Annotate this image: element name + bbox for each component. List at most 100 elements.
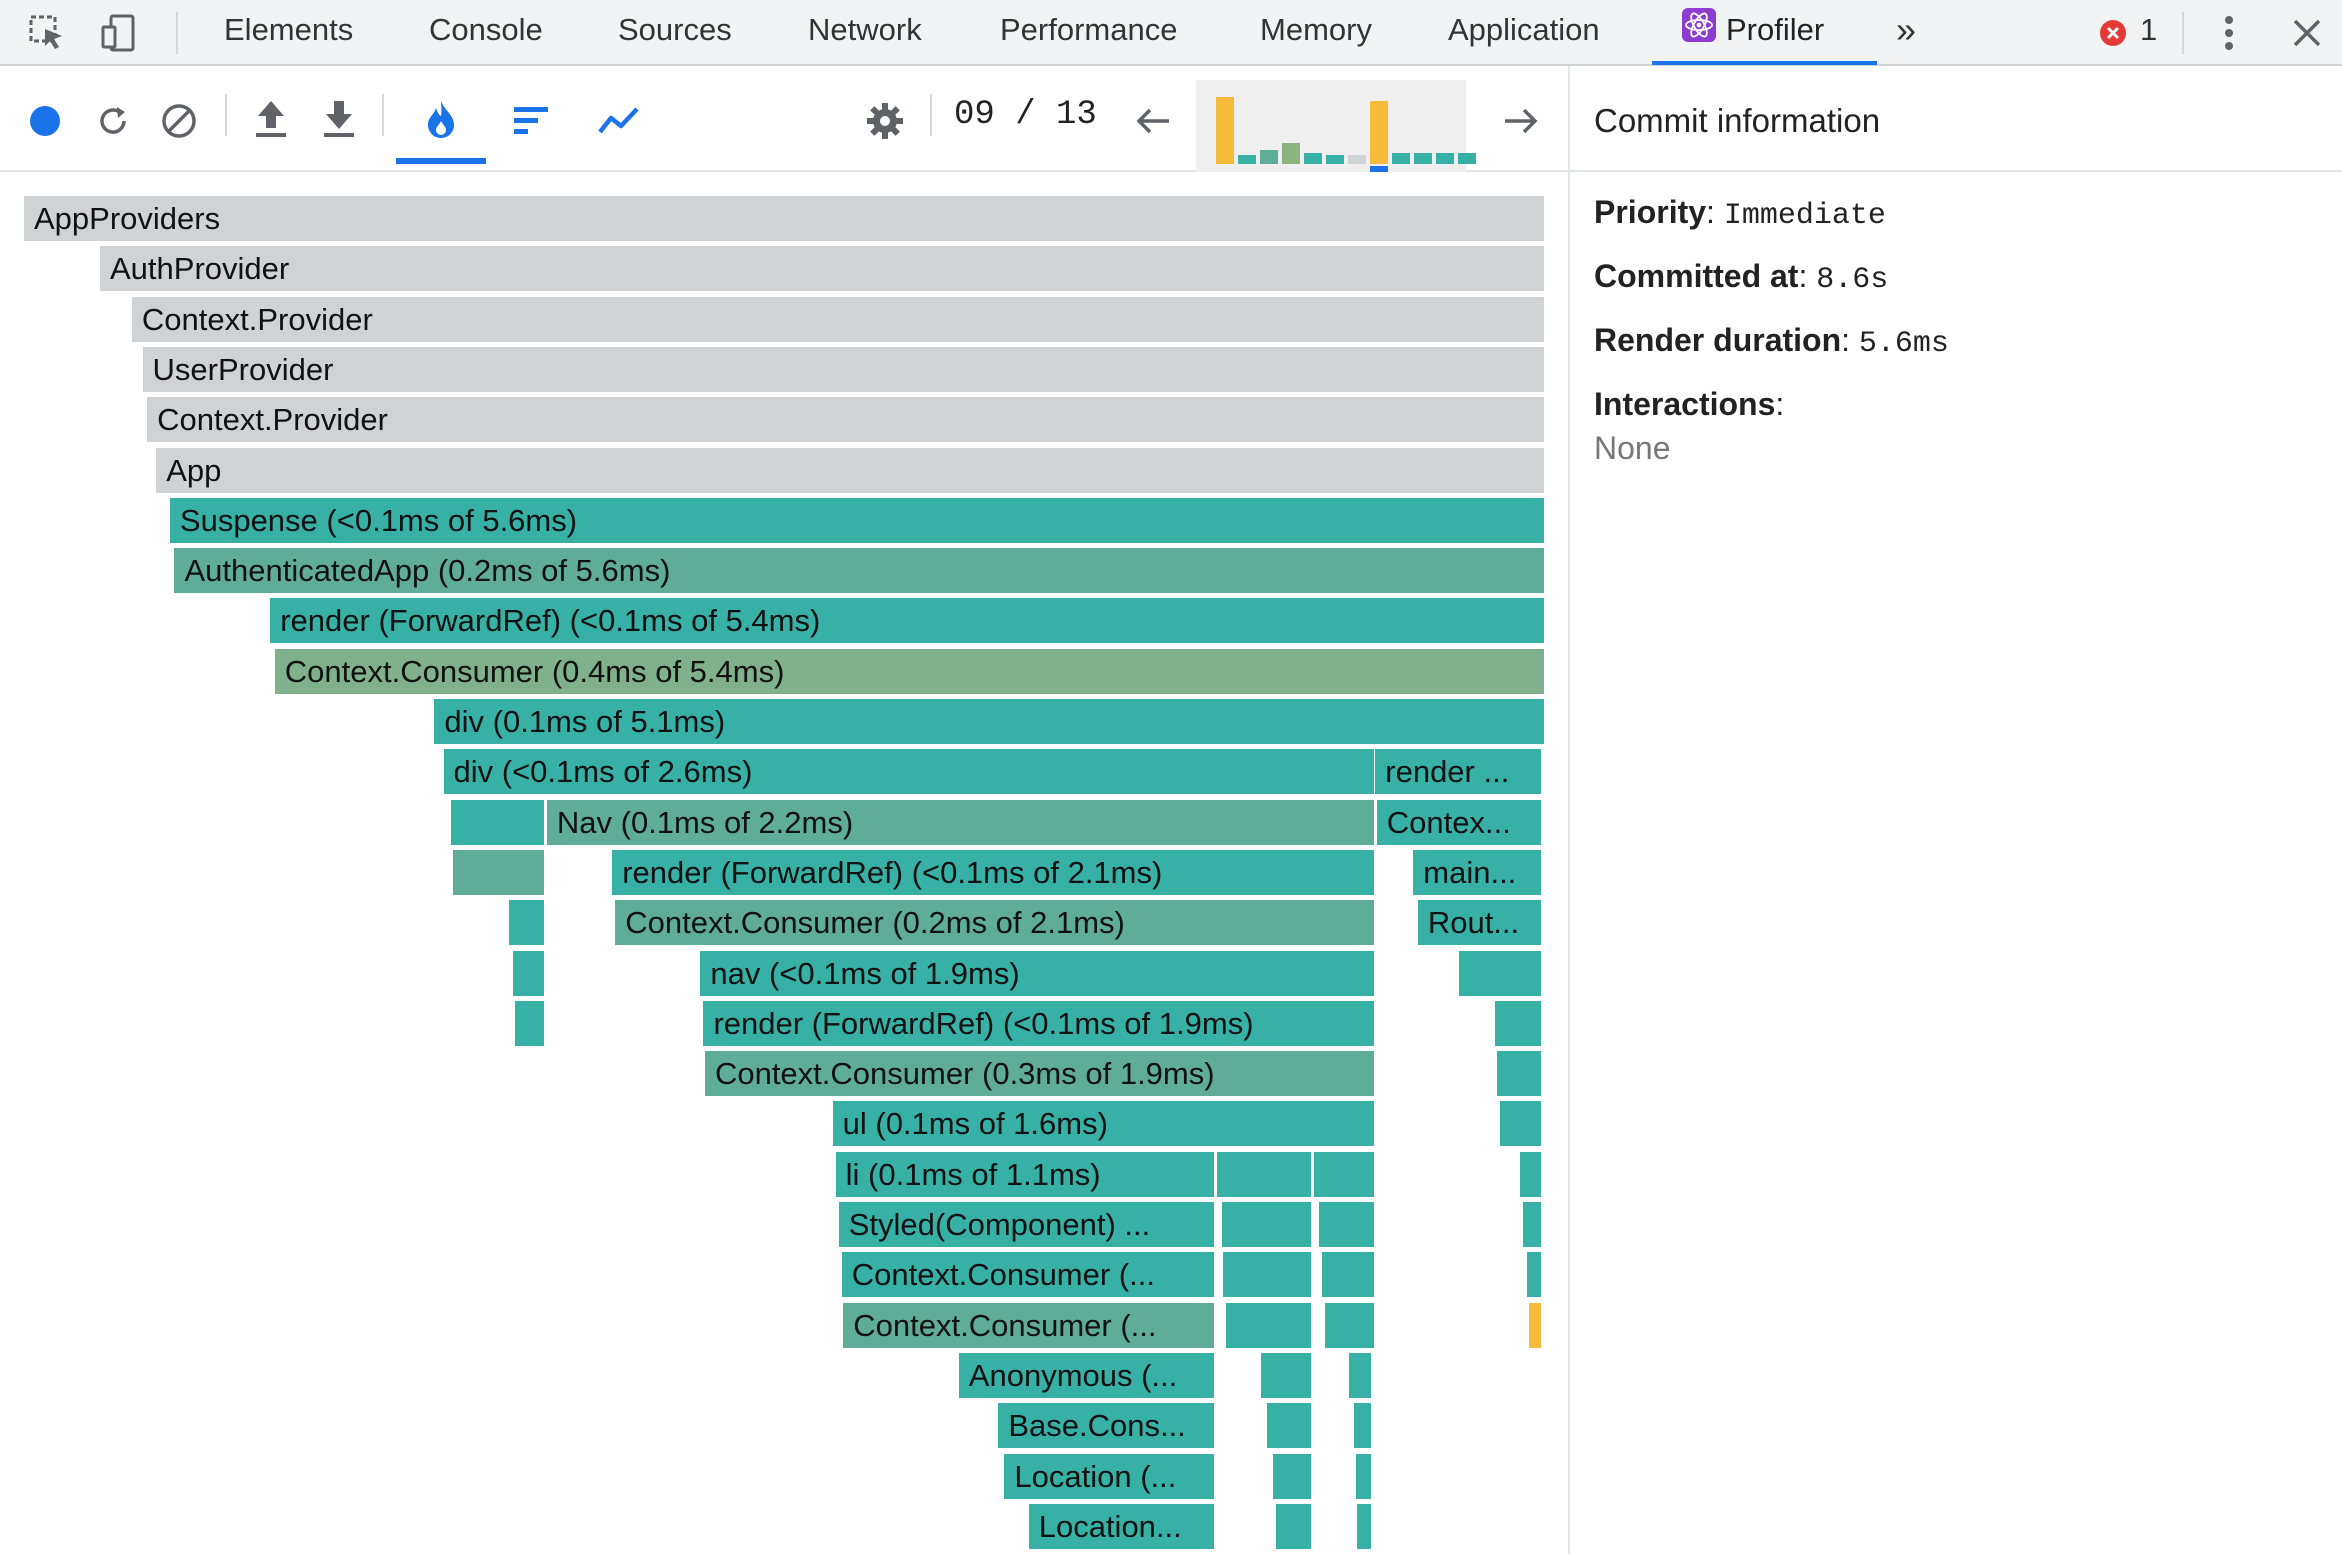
flame-node[interactable]: render (ForwardRef) (<0.1ms of 1.9ms) (703, 1000, 1374, 1046)
flame-node[interactable]: App (156, 447, 1544, 493)
flame-node-unlabeled[interactable] (1522, 1202, 1541, 1247)
flame-node[interactable]: Suspense (<0.1ms of 5.6ms) (169, 497, 1544, 543)
flame-node-unlabeled[interactable] (1357, 1503, 1371, 1549)
kebab-menu-icon[interactable] (2206, 10, 2252, 56)
flame-node-unlabeled[interactable] (1226, 1302, 1312, 1348)
flame-node-unlabeled[interactable] (1519, 1151, 1541, 1197)
tab-memory[interactable]: Memory (1260, 12, 1372, 47)
flame-node-unlabeled[interactable] (1217, 1151, 1312, 1197)
flame-node-unlabeled[interactable] (1458, 950, 1541, 996)
commit-bar[interactable] (1260, 150, 1278, 164)
flame-node[interactable]: div (<0.1ms of 2.6ms) (443, 749, 1374, 795)
commit-bar[interactable] (1392, 153, 1410, 164)
flame-node[interactable]: Styled(Component) ... (838, 1202, 1215, 1247)
reload-and-profile-icon[interactable] (88, 96, 138, 146)
flame-node-unlabeled[interactable] (1314, 1151, 1374, 1197)
flame-node[interactable]: Anonymous (... (958, 1352, 1215, 1398)
flame-node-unlabeled[interactable] (451, 799, 544, 845)
flame-node-unlabeled[interactable] (1221, 1202, 1312, 1247)
flame-node-unlabeled[interactable] (1325, 1302, 1374, 1348)
inspect-element-icon[interactable] (24, 10, 70, 56)
flame-node[interactable]: Base.Cons... (998, 1403, 1215, 1449)
flame-node[interactable]: render (ForwardRef) (<0.1ms of 5.4ms) (270, 598, 1544, 644)
error-icon[interactable] (2090, 10, 2136, 56)
flame-node-unlabeled[interactable] (513, 950, 544, 996)
device-toolbar-icon[interactable] (96, 10, 142, 56)
commit-bar[interactable] (1414, 153, 1432, 164)
interactions-chart-icon[interactable] (594, 96, 644, 146)
flame-node[interactable]: Rout... (1417, 900, 1541, 946)
flame-node[interactable]: AuthenticatedApp (0.2ms of 5.6ms) (174, 548, 1544, 594)
tab-console[interactable]: Console (429, 12, 543, 47)
flame-node-unlabeled[interactable] (1223, 1252, 1312, 1298)
close-icon[interactable] (2284, 10, 2330, 56)
flame-node[interactable]: render (ForwardRef) (<0.1ms of 2.1ms) (612, 849, 1374, 895)
flame-node[interactable]: AuthProvider (100, 246, 1544, 292)
flame-node[interactable]: Context.Provider (147, 397, 1544, 443)
record-icon[interactable] (20, 96, 70, 146)
flame-node-unlabeled[interactable] (1261, 1352, 1312, 1398)
save-profile-icon[interactable] (314, 94, 364, 144)
flame-node[interactable]: Context.Consumer (0.2ms of 2.1ms) (615, 900, 1374, 946)
gear-icon[interactable] (860, 96, 910, 146)
tab-sources[interactable]: Sources (618, 12, 732, 47)
previous-commit-arrow-icon[interactable] (1128, 96, 1178, 146)
flame-node-unlabeled[interactable] (1349, 1352, 1371, 1398)
flame-node[interactable]: Context.Consumer (0.4ms of 5.4ms) (274, 648, 1544, 694)
flame-node-unlabeled[interactable] (514, 1000, 544, 1046)
flame-node[interactable]: div (0.1ms of 5.1ms) (434, 699, 1544, 744)
commit-bar[interactable] (1304, 153, 1322, 164)
flame-node[interactable]: ul (0.1ms of 1.6ms) (832, 1101, 1374, 1147)
ranked-chart-icon[interactable] (506, 96, 556, 146)
flame-node-unlabeled[interactable] (508, 900, 544, 946)
flame-node-unlabeled[interactable] (1354, 1403, 1371, 1449)
flame-node[interactable]: AppProviders (24, 196, 1544, 241)
flame-node[interactable]: UserProvider (142, 346, 1544, 392)
commit-bar[interactable] (1370, 101, 1388, 164)
flame-node-unlabeled[interactable] (1355, 1453, 1371, 1499)
flame-node-unlabeled[interactable] (1273, 1453, 1312, 1499)
commit-bar[interactable] (1348, 155, 1366, 164)
tab-application[interactable]: Application (1448, 12, 1600, 47)
flame-node-unlabeled[interactable] (1322, 1252, 1374, 1298)
flame-node[interactable]: Context.Consumer (... (843, 1302, 1215, 1348)
flame-node[interactable]: Context.Consumer (0.3ms of 1.9ms) (704, 1051, 1374, 1097)
commit-bar[interactable] (1282, 143, 1300, 164)
flame-node[interactable]: nav (<0.1ms of 1.9ms) (700, 950, 1374, 996)
flame-node[interactable]: Context.Provider (131, 296, 1544, 342)
next-commit-arrow-icon[interactable] (1496, 96, 1546, 146)
flame-node[interactable]: Location... (1028, 1503, 1215, 1549)
clear-profile-icon[interactable] (154, 96, 204, 146)
flame-node[interactable]: Location (... (1004, 1453, 1215, 1499)
flame-node[interactable]: main... (1413, 849, 1541, 895)
commit-bar[interactable] (1436, 153, 1454, 164)
flame-node-unlabeled[interactable] (1527, 1252, 1541, 1298)
error-count[interactable]: 1 (2140, 12, 2158, 47)
flame-node[interactable]: render ... (1375, 749, 1541, 795)
flame-node-unlabeled[interactable] (1267, 1403, 1312, 1449)
commit-bar[interactable] (1238, 155, 1256, 164)
flame-node-unlabeled[interactable] (1499, 1101, 1541, 1147)
load-profile-icon[interactable] (246, 94, 296, 144)
flame-node[interactable]: li (0.1ms of 1.1ms) (835, 1151, 1215, 1197)
flame-node-unlabeled[interactable] (452, 849, 544, 895)
flame-node-unlabeled[interactable] (1495, 1000, 1541, 1046)
more-tabs-icon[interactable]: » (1896, 9, 1917, 50)
tab-profiler[interactable]: Profiler (1682, 0, 1824, 64)
flame-node-unlabeled[interactable] (1276, 1503, 1312, 1549)
priority-label: Priority (1594, 194, 1707, 230)
tab-performance[interactable]: Performance (1000, 12, 1178, 47)
flame-node-unlabeled[interactable] (1319, 1202, 1374, 1247)
flame-node-unlabeled[interactable] (1528, 1302, 1541, 1348)
flame-node-unlabeled[interactable] (1496, 1051, 1541, 1097)
tab-network[interactable]: Network (808, 12, 922, 47)
commit-bar[interactable] (1216, 97, 1234, 164)
commit-bar[interactable] (1326, 155, 1344, 164)
flame-node[interactable]: Contex... (1376, 799, 1541, 845)
commit-selector-chart[interactable] (1196, 80, 1476, 172)
commit-bar[interactable] (1458, 153, 1476, 164)
flame-node[interactable]: Context.Consumer (... (841, 1252, 1215, 1298)
flame-node[interactable]: Nav (0.1ms of 2.2ms) (546, 799, 1374, 845)
tab-elements[interactable]: Elements (224, 12, 354, 47)
flame-chart-icon[interactable] (416, 94, 466, 144)
